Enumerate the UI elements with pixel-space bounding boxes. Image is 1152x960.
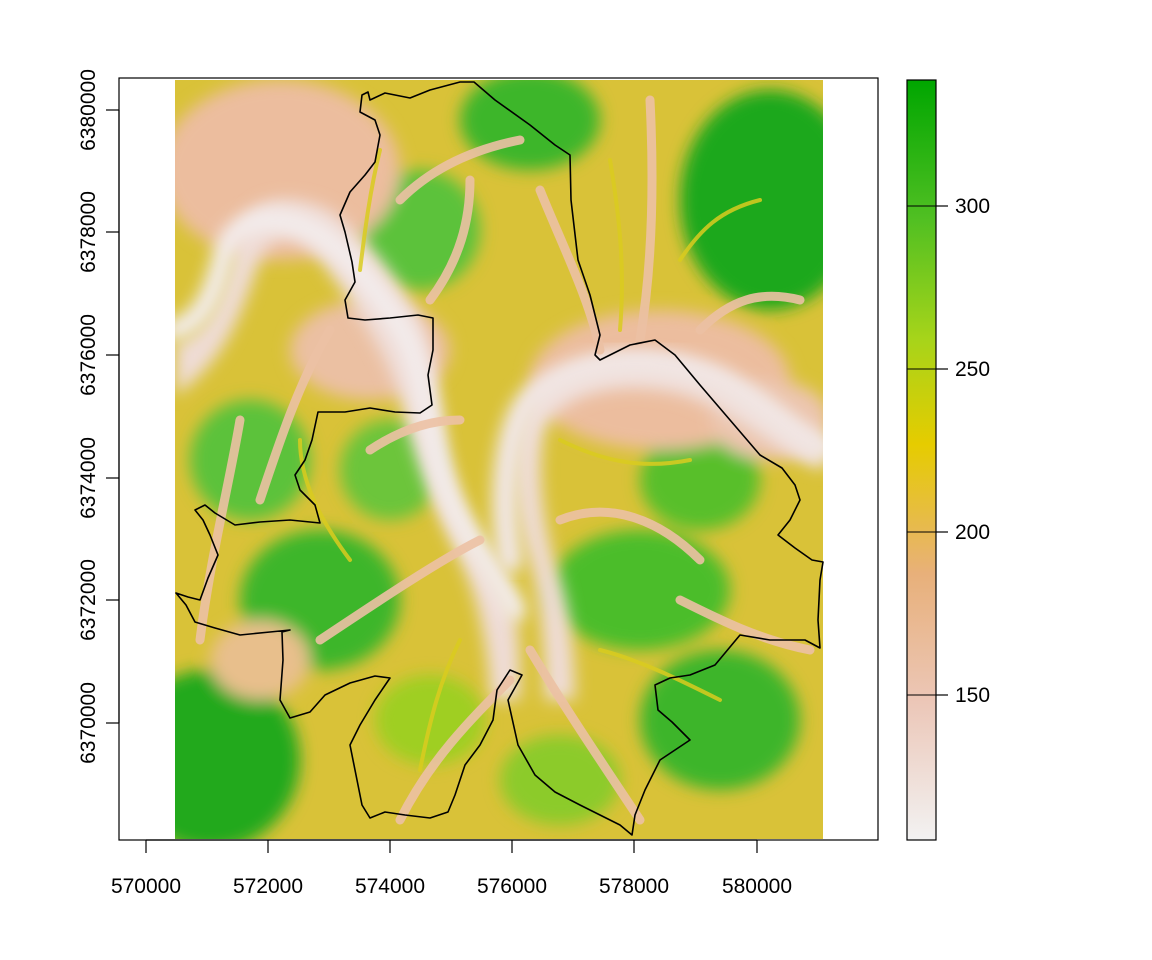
x-axis: 570000 572000 574000 576000 578000 58000… bbox=[111, 839, 792, 898]
x-tick-label: 570000 bbox=[111, 875, 181, 898]
y-tick-label: 6372000 bbox=[77, 559, 100, 641]
x-tick-label: 574000 bbox=[355, 875, 425, 898]
elevation-raster bbox=[175, 80, 823, 839]
y-tick-label: 6380000 bbox=[77, 69, 100, 151]
legend-tick-label: 300 bbox=[955, 195, 990, 218]
legend-tick-label: 150 bbox=[955, 684, 990, 707]
legend: 150 200 250 300 bbox=[906, 79, 990, 841]
y-tick-label: 6374000 bbox=[77, 437, 100, 519]
y-tick-label: 6370000 bbox=[77, 682, 100, 764]
y-tick-label: 6378000 bbox=[77, 191, 100, 273]
legend-tick-label: 200 bbox=[955, 521, 990, 544]
legend-tick-label: 250 bbox=[955, 358, 990, 381]
x-tick-label: 578000 bbox=[599, 875, 669, 898]
y-axis: 6370000 6372000 6374000 6376000 6378000 … bbox=[77, 69, 120, 764]
x-tick-label: 580000 bbox=[722, 875, 792, 898]
legend-colorbar bbox=[906, 79, 937, 841]
region-boundary bbox=[175, 81, 824, 836]
y-tick-label: 6376000 bbox=[77, 314, 100, 396]
x-tick-label: 576000 bbox=[477, 875, 547, 898]
x-tick-label: 572000 bbox=[233, 875, 303, 898]
